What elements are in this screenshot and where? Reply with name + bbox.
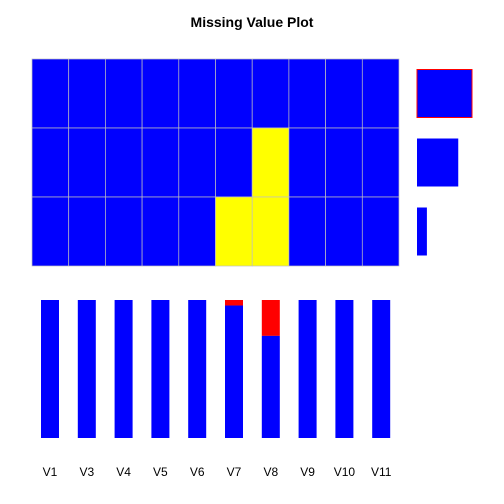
pattern-cell-v5-row-2: [141, 127, 180, 198]
pattern-frequency-box-1: [416, 69, 473, 118]
pattern-cell-v8-row-1: [251, 58, 290, 129]
x-tick-label-v8: V8: [263, 465, 278, 479]
pattern-cell-v7-row-2: [215, 127, 253, 198]
x-tick-label-v10: V10: [334, 465, 356, 479]
x-tick-labels: V1 V3 V4 V5 V6 V7 V8 V9 V10 V11: [43, 465, 392, 479]
x-tick-label-v11: V11: [371, 465, 392, 479]
present-bar-v3: [77, 300, 96, 438]
pattern-cell-v10-row-2: [325, 127, 363, 198]
present-bar-v1: [41, 300, 59, 438]
present-bar-v9: [298, 300, 317, 438]
pattern-cell-v3-row-2: [68, 127, 106, 198]
pattern-cell-v6-row-2: [178, 127, 216, 198]
pattern-cell-v4-row-1: [105, 58, 143, 129]
pattern-cell-v8-row-2: [251, 127, 290, 198]
x-tick-label-v6: V6: [190, 465, 205, 479]
missing-fraction-bars: [41, 300, 391, 438]
x-tick-label-v5: V5: [153, 465, 168, 479]
pattern-heatmap: [31, 58, 400, 267]
missing-bar-v8: [261, 300, 280, 336]
pattern-cell-v1-row-1: [31, 58, 70, 129]
x-tick-label-v3: V3: [79, 465, 94, 479]
pattern-cell-v4-row-2: [105, 127, 143, 198]
pattern-cell-v3-row-1: [68, 58, 106, 129]
pattern-cell-v1-row-2: [31, 127, 70, 198]
pattern-cell-v8-row-3: [251, 196, 290, 267]
x-tick-label-v7: V7: [227, 465, 242, 479]
pattern-cell-v11-row-1: [361, 58, 400, 129]
pattern-cell-v1-row-3: [31, 196, 70, 267]
pattern-frequency-box-2: [417, 138, 459, 187]
present-bar-v5: [151, 300, 170, 438]
pattern-cell-v11-row-2: [361, 127, 400, 198]
pattern-cell-v4-row-3: [105, 196, 143, 267]
pattern-frequency-legend: [416, 69, 473, 256]
present-bar-v11: [372, 300, 391, 438]
pattern-cell-v6-row-3: [178, 196, 216, 267]
pattern-cell-v9-row-1: [288, 58, 326, 129]
chart-title: Missing Value Plot: [191, 14, 314, 30]
pattern-frequency-box-3: [417, 207, 427, 256]
present-bar-v7: [225, 305, 243, 438]
missing-bar-v7: [225, 300, 243, 306]
pattern-cell-v7-row-3: [215, 196, 253, 267]
pattern-cell-v6-row-1: [178, 58, 216, 129]
present-bar-v8: [261, 335, 280, 438]
pattern-cell-v10-row-1: [325, 58, 363, 129]
x-tick-label-v9: V9: [300, 465, 315, 479]
x-tick-label-v4: V4: [116, 465, 131, 479]
pattern-cell-v5-row-3: [141, 196, 180, 267]
pattern-cell-v9-row-2: [288, 127, 326, 198]
present-bar-v10: [335, 300, 354, 438]
pattern-cell-v7-row-1: [215, 58, 253, 129]
present-bar-v4: [114, 300, 133, 438]
pattern-cell-v3-row-3: [68, 196, 106, 267]
present-bar-v6: [188, 300, 207, 438]
x-tick-label-v1: V1: [43, 465, 58, 479]
pattern-cell-v9-row-3: [288, 196, 326, 267]
pattern-cell-v5-row-1: [141, 58, 180, 129]
pattern-cell-v10-row-3: [325, 196, 363, 267]
pattern-cell-v11-row-3: [361, 196, 400, 267]
